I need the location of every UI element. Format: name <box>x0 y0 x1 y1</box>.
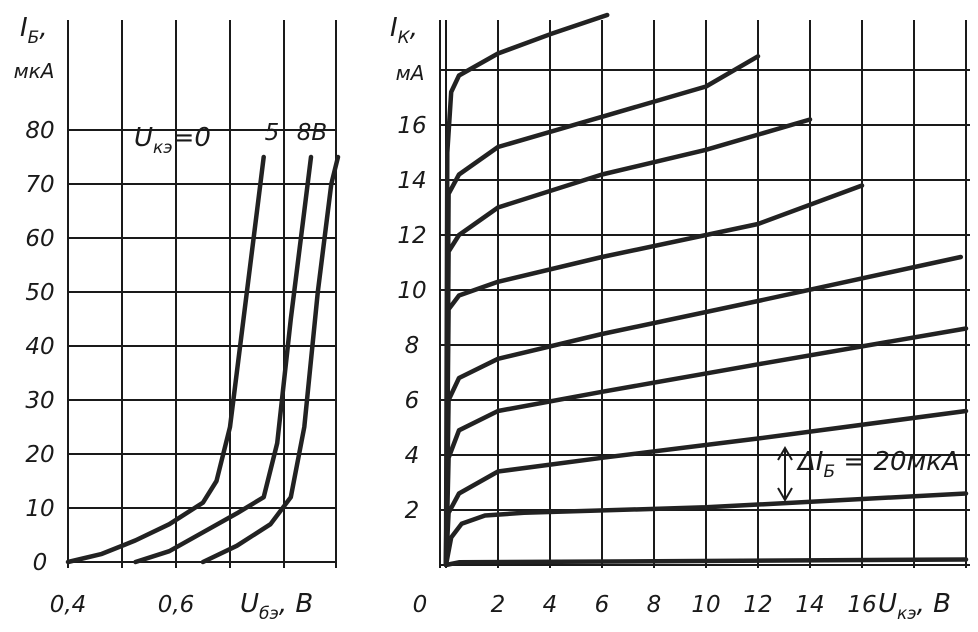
input-characteristic-chart: 0 10 20 30 40 50 60 70 80 0,4 0,6 IБ, мкА Uбэ, В Uкэ=0… <box>14 13 341 624</box>
right-y-tick-label: 10 <box>397 278 426 304</box>
right-x-tick-label: 2 <box>491 592 506 618</box>
annotation-arrow-head-down <box>777 487 793 502</box>
left-y-tick-label: 10 <box>25 496 54 522</box>
left-curve-1 <box>133 154 314 565</box>
right-x-tick-label: 14 <box>795 592 824 618</box>
right-x-tick-label: 8 <box>647 592 662 618</box>
right-y-tick-label: 14 <box>397 168 426 194</box>
right-x-tick-label: 12 <box>743 592 772 618</box>
right-x-tick-label: 16 <box>847 592 876 618</box>
right-x-tick-label: 0 <box>413 592 428 618</box>
right-y-tick-label: 6 <box>405 388 420 414</box>
right-y-tick-label: 16 <box>397 113 426 139</box>
left-legend-label: Uкэ=0 <box>134 123 211 158</box>
left-x-tick-label: 0,6 <box>158 592 195 618</box>
output-characteristic-chart: 2 4 6 8 10 12 14 16 0 2 4 6 8 10 12 14 16 IК, мА Uкэ, В ΔIБ … <box>390 12 970 624</box>
right-y-axis-label: IК, <box>390 13 418 48</box>
right-curve-ib-160 <box>443 12 610 568</box>
left-y-tick-label: 50 <box>25 280 54 306</box>
left-y-tick-label: 0 <box>33 550 48 576</box>
left-x-tick-label: 0,4 <box>50 592 87 618</box>
right-x-tick-label: 4 <box>543 592 558 618</box>
right-y-tick-label: 12 <box>397 223 426 249</box>
left-curve-2 <box>200 154 341 565</box>
left-y-axis-label: IБ, <box>20 13 48 48</box>
delta-ib-annotation: ΔIБ = 20мкА <box>796 447 960 482</box>
left-y-tick-label: 20 <box>25 442 54 468</box>
right-curve-ib-80 <box>443 254 964 568</box>
right-curve-ib-120 <box>443 117 813 568</box>
left-y-tick-label: 30 <box>25 388 54 414</box>
annotation-arrow-head-up <box>777 446 793 461</box>
left-y-tick-label: 70 <box>25 172 54 198</box>
left-y-unit-label: мкА <box>14 59 55 83</box>
right-x-tick-label: 6 <box>595 592 610 618</box>
right-curve-ib-0 <box>443 557 969 568</box>
left-x-axis-label: Uбэ, В <box>240 589 313 624</box>
right-x-axis-label: Uкэ, В <box>878 589 951 624</box>
right-y-tick-label: 2 <box>405 498 420 524</box>
left-y-tick-label: 80 <box>25 118 54 144</box>
left-legend-label-5: 5 <box>265 120 280 146</box>
left-curve-0 <box>65 154 266 565</box>
left-y-tick-label: 60 <box>25 226 54 252</box>
right-y-tick-label: 8 <box>405 333 420 359</box>
right-x-tick-label: 10 <box>691 592 720 618</box>
right-curve-ib-20 <box>443 491 969 568</box>
right-y-tick-label: 4 <box>405 443 420 469</box>
left-legend-label-8: 8В <box>297 120 327 146</box>
left-y-tick-label: 40 <box>25 334 54 360</box>
right-y-unit-label: мА <box>396 61 425 85</box>
